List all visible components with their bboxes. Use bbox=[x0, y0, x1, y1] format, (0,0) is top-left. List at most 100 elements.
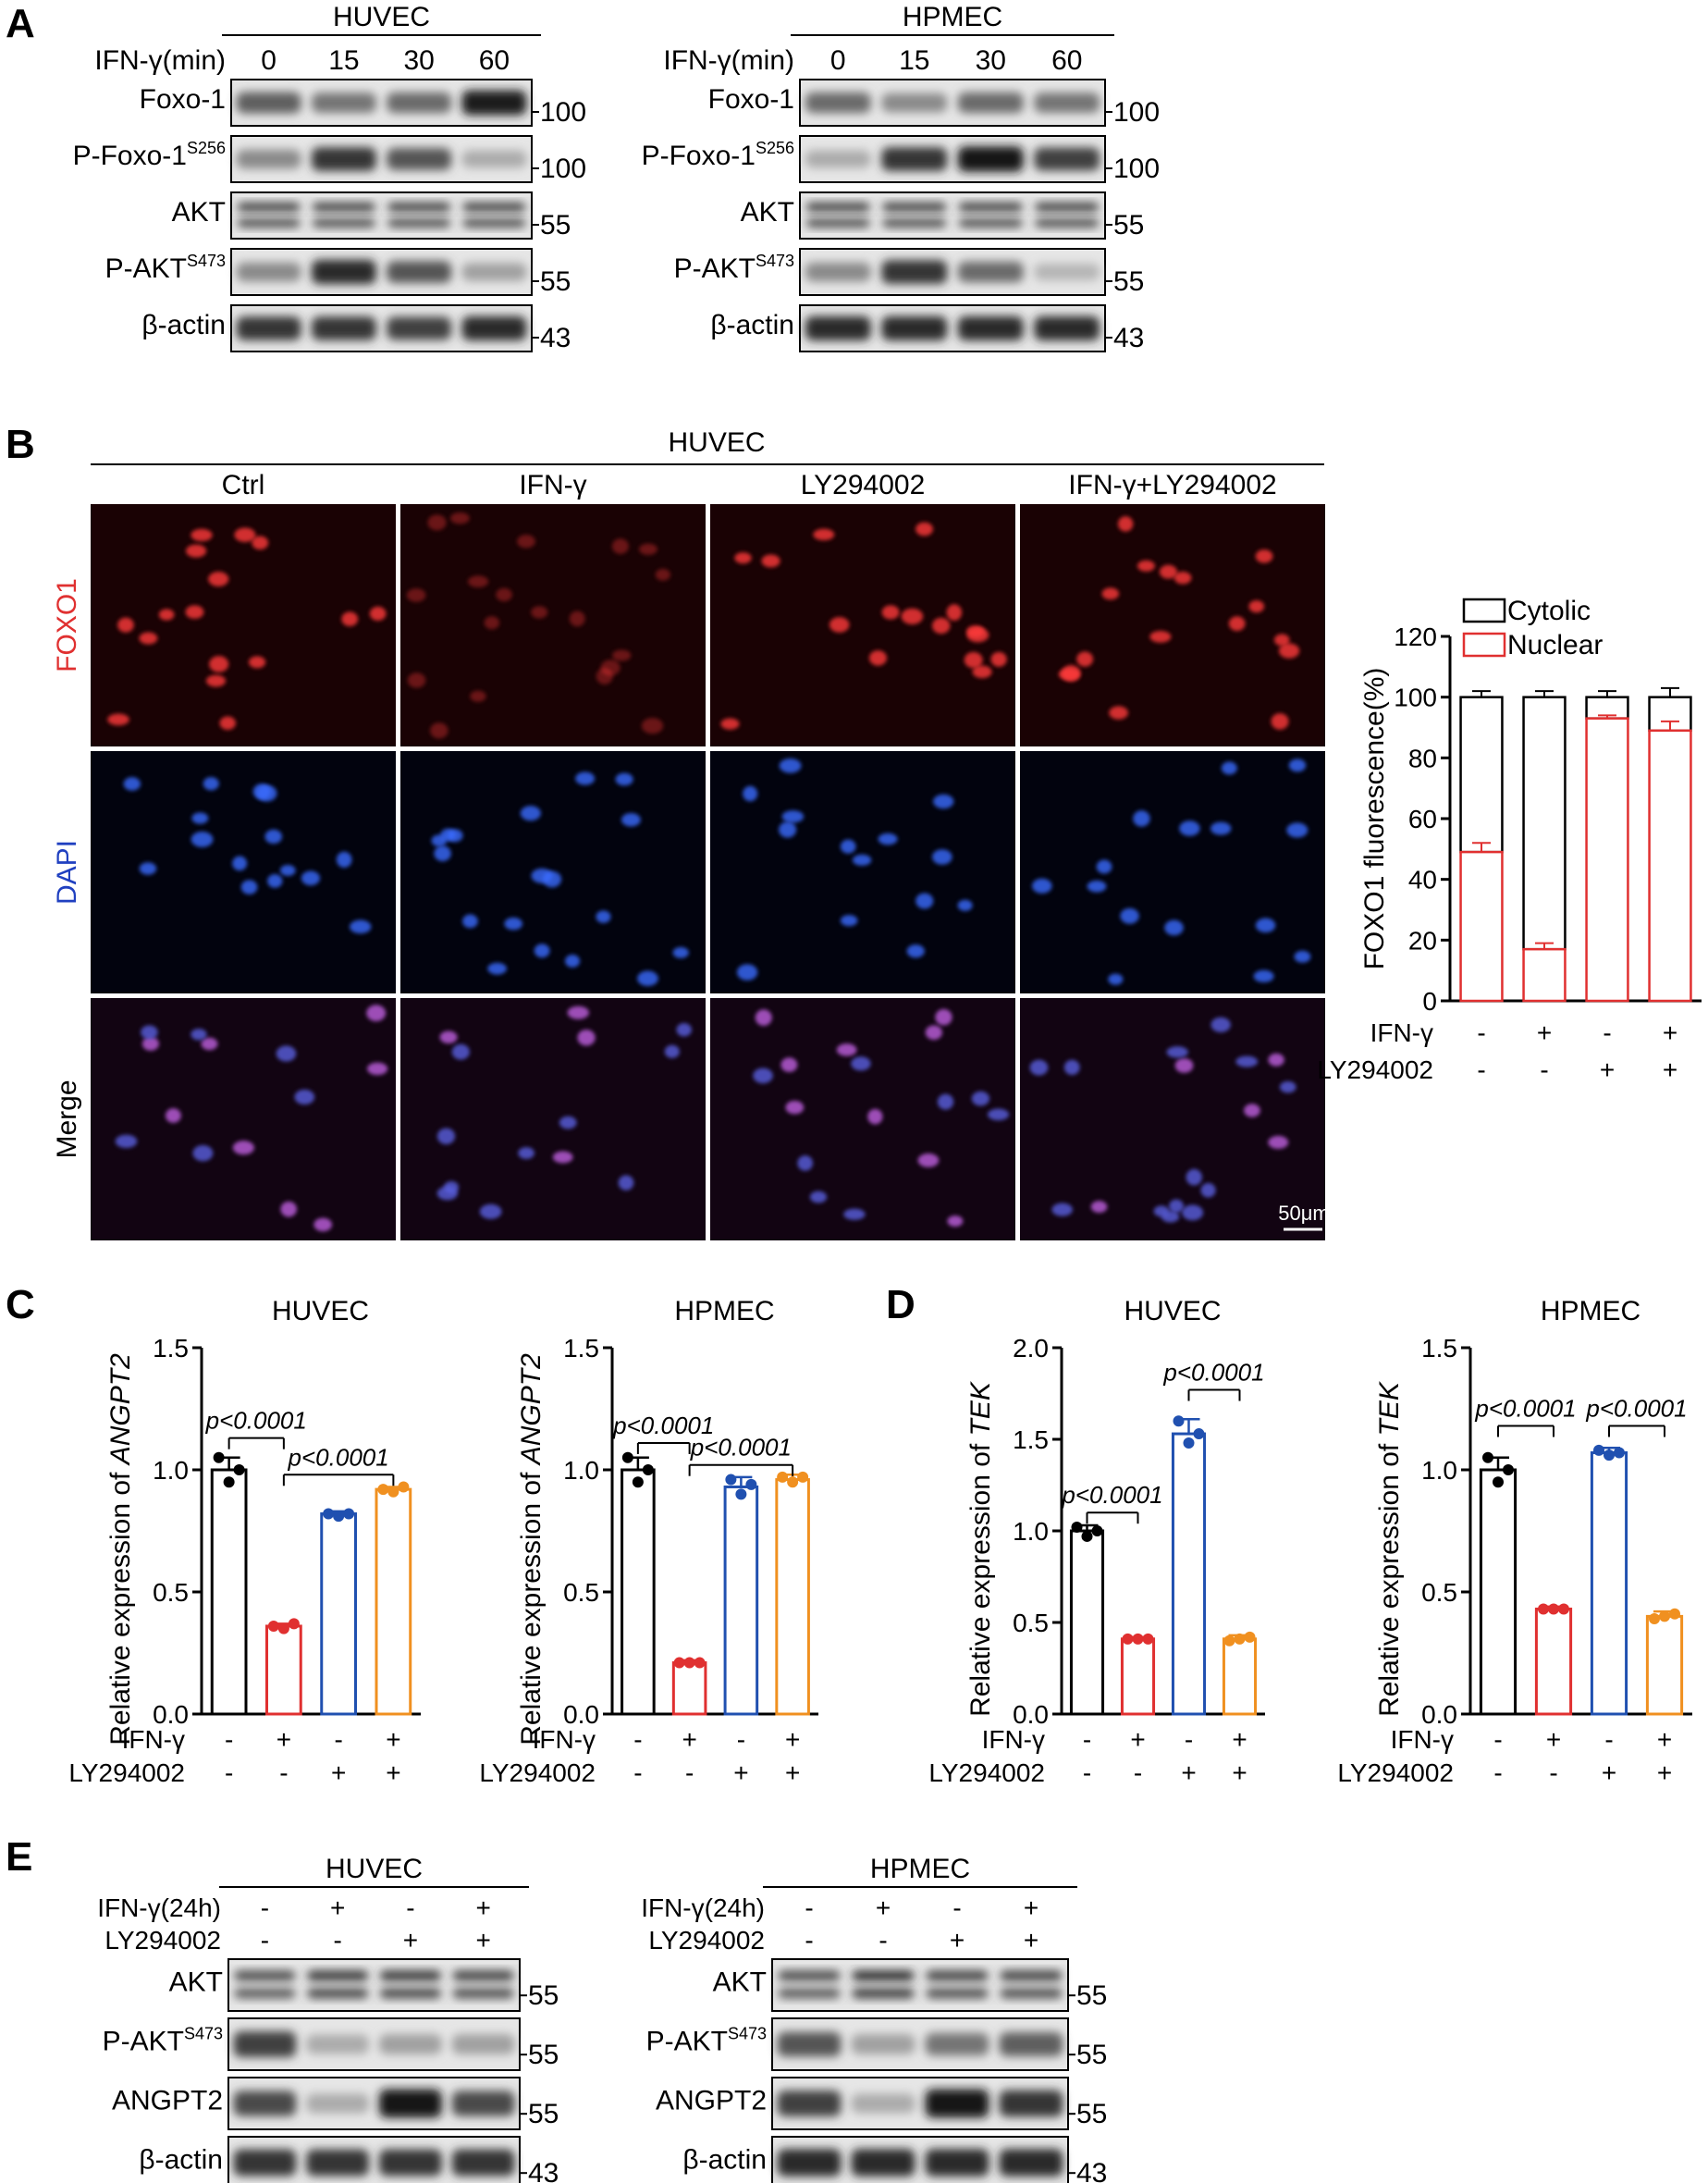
panel-c-huvec-chart: HUVEC 0.0 0.5 1.0 1.5 Relative expression of … bbox=[68, 1296, 421, 1787]
bar bbox=[1222, 1637, 1258, 1716]
data-point bbox=[1091, 1525, 1103, 1536]
blot-row-label-main: P-AKT bbox=[646, 2027, 728, 2057]
cell-nucleus bbox=[843, 1208, 866, 1220]
cell-nucleus bbox=[1174, 1057, 1194, 1073]
cell-nucleus bbox=[915, 893, 934, 909]
blot-row-label-main: Foxo-1 bbox=[708, 84, 794, 115]
factor-sign: - bbox=[225, 1758, 233, 1787]
factor-sign: + bbox=[682, 1725, 696, 1754]
cell-nucleus bbox=[240, 880, 258, 894]
data-point bbox=[1538, 1603, 1549, 1615]
blot-band bbox=[236, 316, 301, 340]
blot-band bbox=[312, 218, 375, 228]
bar bbox=[1479, 1468, 1518, 1716]
blot-factor-sign: - bbox=[261, 1893, 269, 1922]
cell-nucleus bbox=[990, 651, 1007, 667]
micrograph-cell-line-title: HUVEC bbox=[668, 427, 765, 458]
blot-band bbox=[1034, 315, 1100, 341]
blot-band bbox=[306, 2093, 369, 2114]
factor-sign: + bbox=[1600, 1055, 1615, 1084]
cell-nucleus bbox=[209, 656, 229, 672]
data-point bbox=[213, 1451, 225, 1463]
bar bbox=[723, 1485, 759, 1716]
cell-nucleus bbox=[366, 1062, 388, 1076]
blot-band bbox=[237, 203, 301, 212]
cell-nucleus bbox=[559, 1116, 577, 1129]
data-point bbox=[673, 1657, 685, 1669]
cell-nucleus bbox=[755, 1009, 772, 1027]
blot-row-label: AKT bbox=[741, 197, 794, 228]
cell-nucleus bbox=[1087, 880, 1107, 893]
cell-nucleus bbox=[836, 1043, 857, 1056]
blot-band bbox=[958, 203, 1023, 212]
blot-band bbox=[805, 203, 870, 212]
blot-row-label-main: AKT bbox=[713, 1967, 767, 1998]
blot-row-label: P-Foxo-1S256 bbox=[73, 139, 226, 171]
cell-nucleus bbox=[1286, 822, 1309, 838]
factor-sign: - bbox=[1540, 1055, 1548, 1084]
bar-nuclear bbox=[1585, 717, 1629, 1003]
data-point bbox=[1173, 1415, 1185, 1427]
blot-band bbox=[1035, 218, 1100, 228]
blot-band bbox=[379, 2149, 442, 2177]
factor-sign: + bbox=[733, 1758, 748, 1787]
cell-nucleus bbox=[1210, 1017, 1231, 1033]
factor-sign: + bbox=[1130, 1725, 1145, 1754]
factor-sign: + bbox=[785, 1725, 800, 1754]
cell-nucleus bbox=[655, 568, 670, 581]
bar-nuclear bbox=[1522, 947, 1567, 1003]
y-tick-label: 1.0 bbox=[1013, 1517, 1049, 1546]
blot-mw-marker: 55 bbox=[1076, 2040, 1107, 2070]
factor-sign: - bbox=[737, 1725, 745, 1754]
y-tick-label: 0.5 bbox=[1013, 1609, 1049, 1637]
cell-nucleus bbox=[937, 1093, 954, 1110]
cell-nucleus bbox=[447, 829, 463, 843]
cell-nucleus bbox=[531, 606, 548, 619]
data-point bbox=[1122, 1633, 1134, 1645]
blot-hpmec: HPMEC IFN-γ(24h) - + - + LY294002 - - + + AKT 55 P-AK… bbox=[641, 1854, 1107, 2183]
micrograph-tile bbox=[710, 998, 1015, 1240]
cell-nucleus bbox=[496, 587, 512, 602]
cell-nucleus bbox=[1235, 1055, 1259, 1067]
cell-nucleus bbox=[641, 718, 664, 734]
micrograph-tile bbox=[710, 751, 1015, 993]
y-axis-label-text: Relative expression of bbox=[965, 1436, 996, 1717]
factor-label: LY294002 bbox=[928, 1758, 1045, 1787]
cell-nucleus bbox=[252, 783, 271, 800]
factor-sign: + bbox=[1663, 1055, 1677, 1084]
cell-nucleus bbox=[484, 616, 500, 630]
cell-nucleus bbox=[1268, 1053, 1284, 1067]
blot-band bbox=[805, 92, 871, 114]
cell-nucleus bbox=[1179, 820, 1200, 836]
micrograph-condition-label: IFN-γ+LY294002 bbox=[1068, 470, 1276, 500]
cell-nucleus bbox=[280, 1201, 298, 1217]
blot-band bbox=[379, 2089, 442, 2118]
cell-nucleus bbox=[618, 1175, 634, 1190]
blot-mw-marker: 55 bbox=[528, 2099, 559, 2129]
cell-nucleus bbox=[336, 851, 352, 869]
factor-sign: + bbox=[1181, 1758, 1196, 1787]
blot-membrane bbox=[227, 1958, 521, 2012]
blot-band bbox=[379, 2034, 442, 2054]
blot-factor-sign: + bbox=[876, 1893, 891, 1922]
cell-nucleus bbox=[462, 914, 478, 929]
cell-nucleus bbox=[449, 512, 470, 524]
blot-band bbox=[311, 259, 376, 285]
blot-factor-sign: + bbox=[1024, 1926, 1038, 1955]
blot-band bbox=[233, 2149, 297, 2177]
blot-row-label: Foxo-1 bbox=[140, 84, 226, 115]
blot-row-label-main: P-AKT bbox=[103, 2027, 184, 2057]
blot-band bbox=[387, 218, 451, 228]
blot-row-label-main: AKT bbox=[741, 197, 794, 228]
cell-nucleus bbox=[141, 1025, 158, 1040]
cell-nucleus bbox=[797, 1155, 814, 1171]
factor-sign: - bbox=[1549, 1758, 1557, 1787]
legend-label: Cytolic bbox=[1507, 596, 1591, 626]
blot-row-label: AKT bbox=[169, 1967, 223, 1998]
micrograph-tile bbox=[710, 504, 1015, 746]
blot-band bbox=[805, 218, 870, 228]
factor-label: IFN-γ bbox=[1370, 1018, 1433, 1047]
cell-nucleus bbox=[520, 806, 541, 821]
blot-mw-marker: 100 bbox=[1113, 154, 1160, 184]
